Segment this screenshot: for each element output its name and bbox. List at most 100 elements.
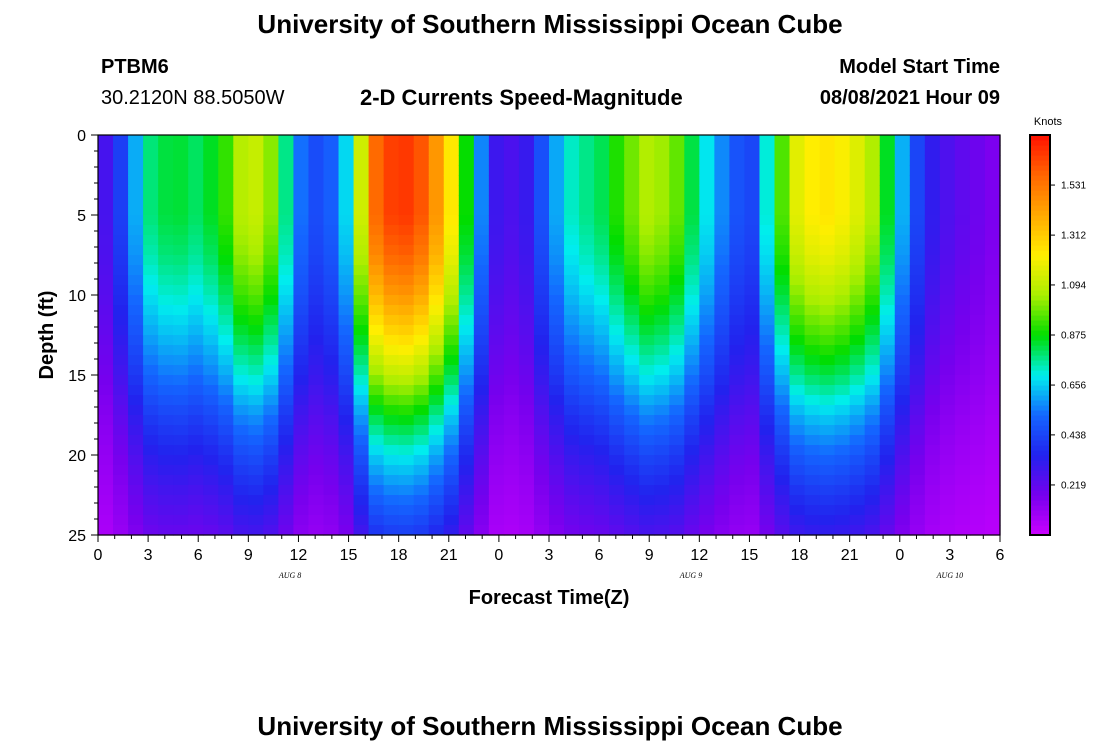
colorbar-segment [1030,530,1050,536]
heatmap-cell [939,515,956,526]
heatmap-cell [98,195,114,206]
heatmap-cell [789,135,806,146]
heatmap-cell [609,485,625,496]
heatmap-cell [143,485,159,496]
heatmap-cell [669,375,685,386]
heatmap-cell [308,195,325,206]
heatmap-cell [744,425,761,436]
colorbar-segment [1030,210,1050,216]
heatmap-cell [759,505,776,516]
heatmap-cell [669,465,685,476]
heatmap-cell [533,465,550,476]
heatmap-cell [579,405,595,416]
heatmap-cell [158,155,174,166]
heatmap-cell [549,455,565,466]
heatmap-cell [549,355,565,366]
heatmap-cell [383,345,400,356]
heatmap-cell [714,315,730,326]
heatmap-cell [579,135,595,146]
heatmap-cell [984,495,1001,506]
heatmap-cell [263,355,279,366]
heatmap-cell [594,495,610,506]
heatmap-cell [338,205,355,216]
heatmap-cell [774,445,791,456]
heatmap-cell [729,215,746,226]
heatmap-cell [413,345,430,356]
colorbar-segment [1030,140,1050,146]
heatmap-cell [744,485,761,496]
heatmap-cell [218,165,234,176]
heatmap-cell [564,265,580,276]
heatmap-cell [609,445,625,456]
heatmap-cell [834,445,851,456]
heatmap-cell [774,165,791,176]
heatmap-cell [518,425,535,436]
heatmap-cell [488,135,505,146]
heatmap-cell [383,325,400,336]
heatmap-cell [549,435,565,446]
heatmap-cell [774,225,791,236]
heatmap-cell [503,145,520,156]
heatmap-cell [984,505,1001,516]
heatmap-cell [398,205,415,216]
heatmap-cell [413,375,430,386]
heatmap-cell [113,435,129,446]
heatmap-cell [518,375,535,386]
heatmap-cell [173,345,189,356]
heatmap-cell [864,465,881,476]
heatmap-cell [624,425,640,436]
heatmap-cell [729,345,746,356]
heatmap-cell [684,265,700,276]
heatmap-cell [503,415,520,426]
heatmap-cell [188,215,204,226]
heatmap-cell [744,265,761,276]
heatmap-cell [834,485,851,496]
heatmap-cell [804,375,821,386]
heatmap-cell [954,385,971,396]
heatmap-cell [248,325,264,336]
heatmap-cell [819,225,836,236]
heatmap-cell [173,315,189,326]
heatmap-cell [594,225,610,236]
colorbar-segment [1030,190,1050,196]
heatmap-cell [218,425,234,436]
heatmap-cell [819,165,836,176]
heatmap-cell [398,355,415,366]
heatmap-cell [518,455,535,466]
heatmap-cell [879,415,896,426]
heatmap-cell [594,295,610,306]
heatmap-cell [579,305,595,316]
heatmap-cell [173,395,189,406]
colorbar-segment [1030,295,1050,301]
heatmap-cell [879,255,896,266]
heatmap-cell [503,225,520,236]
heatmap-cell [639,335,655,346]
heatmap-cell [218,205,234,216]
heatmap-cell [188,255,204,266]
heatmap-cell [894,445,911,456]
heatmap-cell [879,305,896,316]
heatmap-cell [699,155,715,166]
heatmap-cell [533,425,550,436]
heatmap-cell [654,185,670,196]
heatmap-cell [383,185,400,196]
heatmap-cell [203,215,219,226]
heatmap-cell [533,255,550,266]
heatmap-cell [789,245,806,256]
heatmap-cell [819,465,836,476]
heatmap-cell [579,345,595,356]
heatmap-cell [428,375,445,386]
heatmap-cell [879,295,896,306]
heatmap-cell [819,515,836,526]
heatmap-cell [654,515,670,526]
heatmap-cell [954,255,971,266]
colorbar-segment [1030,275,1050,281]
heatmap-cell [338,235,355,246]
heatmap-cell [338,425,355,436]
heatmap-cell [624,295,640,306]
heatmap-cell [654,235,670,246]
heatmap-cell [639,175,655,186]
heatmap-cell [173,515,189,526]
heatmap-cell [804,195,821,206]
heatmap-cell [398,235,415,246]
